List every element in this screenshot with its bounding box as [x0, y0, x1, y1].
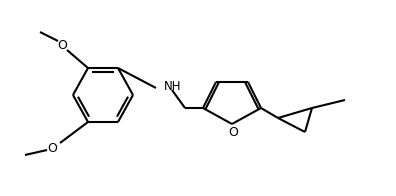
- Text: O: O: [47, 142, 57, 154]
- Text: O: O: [57, 38, 67, 52]
- Text: O: O: [228, 126, 238, 140]
- Text: NH: NH: [164, 80, 181, 93]
